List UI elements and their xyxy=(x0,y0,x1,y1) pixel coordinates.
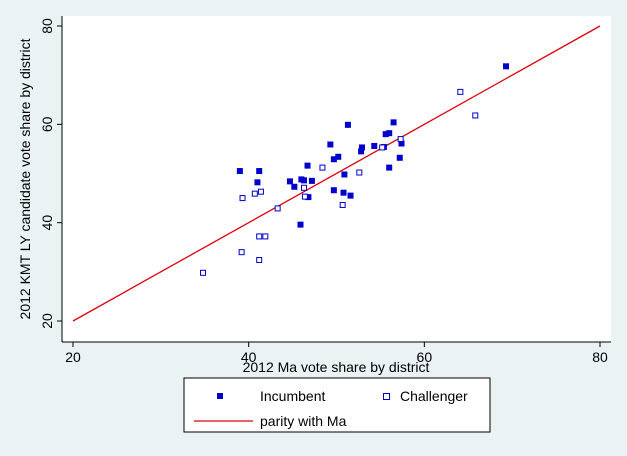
incumbent-point xyxy=(291,183,298,190)
incumbent-point xyxy=(340,189,347,196)
challenger-point xyxy=(301,193,308,200)
x-tick-label: 60 xyxy=(417,349,433,365)
challenger-point xyxy=(199,269,206,276)
incumbent-point xyxy=(344,121,351,128)
y-tick-label: 20 xyxy=(39,313,55,329)
incumbent-point xyxy=(330,156,337,163)
incumbent-point xyxy=(347,192,354,199)
incumbent-point xyxy=(335,153,342,160)
incumbent-point xyxy=(386,164,393,171)
challenger-point xyxy=(262,233,269,240)
incumbent-point xyxy=(371,142,378,149)
incumbent-point xyxy=(330,187,337,194)
x-tick-label: 40 xyxy=(241,349,257,365)
incumbent-point xyxy=(382,131,389,138)
incumbent-point xyxy=(503,63,510,70)
x-tick-label: 20 xyxy=(65,349,81,365)
legend-label-challenger: Challenger xyxy=(400,388,468,404)
x-axis-title: 2012 Ma vote share by district xyxy=(243,359,430,375)
challenger-point xyxy=(256,257,263,264)
legend-label-incumbent: Incumbent xyxy=(260,388,325,404)
challenger-point xyxy=(397,136,404,143)
challenger-point xyxy=(301,184,308,191)
x-tick-label: 80 xyxy=(592,349,608,365)
incumbent-point xyxy=(305,194,312,201)
parity-line-layer xyxy=(72,25,601,322)
parity-line xyxy=(72,25,601,322)
y-tick-label: 60 xyxy=(39,116,55,132)
challenger-point xyxy=(251,190,258,197)
challenger-point xyxy=(379,144,386,151)
challenger-point xyxy=(319,164,326,171)
x-axis-ticks: 20 40 60 80 xyxy=(65,342,608,365)
incumbent-point xyxy=(297,221,304,228)
challenger-point xyxy=(457,88,464,95)
challenger-point xyxy=(256,233,263,240)
plot-area xyxy=(62,16,611,342)
legend-box xyxy=(183,377,491,433)
incumbent-point xyxy=(398,140,405,147)
challenger-point xyxy=(239,195,246,202)
legend: Incumbent Challenger parity with Ma xyxy=(183,377,491,433)
incumbent-point xyxy=(386,130,393,137)
challenger-point xyxy=(472,112,479,119)
y-tick-label: 40 xyxy=(39,215,55,231)
incumbent-point xyxy=(304,162,311,169)
challenger-points xyxy=(199,88,479,276)
incumbent-point xyxy=(390,119,397,126)
incumbent-point xyxy=(327,141,334,148)
incumbent-point xyxy=(358,144,365,151)
incumbent-point xyxy=(254,179,261,186)
incumbent-point xyxy=(256,168,263,175)
incumbent-points xyxy=(236,63,510,228)
y-axis-ticks: 20 40 60 80 xyxy=(39,18,62,329)
challenger-point xyxy=(356,169,363,176)
incumbent-point xyxy=(286,178,293,185)
challenger-point xyxy=(274,205,281,212)
challenger-point xyxy=(257,188,264,195)
challenger-point xyxy=(238,249,245,256)
legend-marker-challenger xyxy=(383,393,390,400)
incumbent-point xyxy=(308,177,315,184)
y-tick-label: 80 xyxy=(39,18,55,34)
incumbent-point xyxy=(236,168,243,175)
y-axis-title: 2012 KMT LY candidate vote share by dist… xyxy=(17,38,33,319)
incumbent-point xyxy=(396,154,403,161)
challenger-point xyxy=(339,201,346,208)
legend-marker-incumbent xyxy=(217,393,223,399)
legend-label-parity: parity with Ma xyxy=(260,413,347,429)
incumbent-point xyxy=(301,177,308,184)
incumbent-point xyxy=(341,171,348,178)
incumbent-point xyxy=(358,148,365,155)
